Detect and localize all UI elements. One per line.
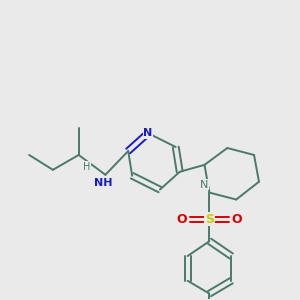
Text: NH: NH: [94, 178, 113, 188]
Text: S: S: [205, 213, 214, 226]
Text: O: O: [176, 213, 187, 226]
Text: O: O: [232, 213, 242, 226]
Text: N: N: [200, 180, 209, 190]
Text: H: H: [83, 162, 90, 172]
Text: N: N: [143, 128, 153, 138]
